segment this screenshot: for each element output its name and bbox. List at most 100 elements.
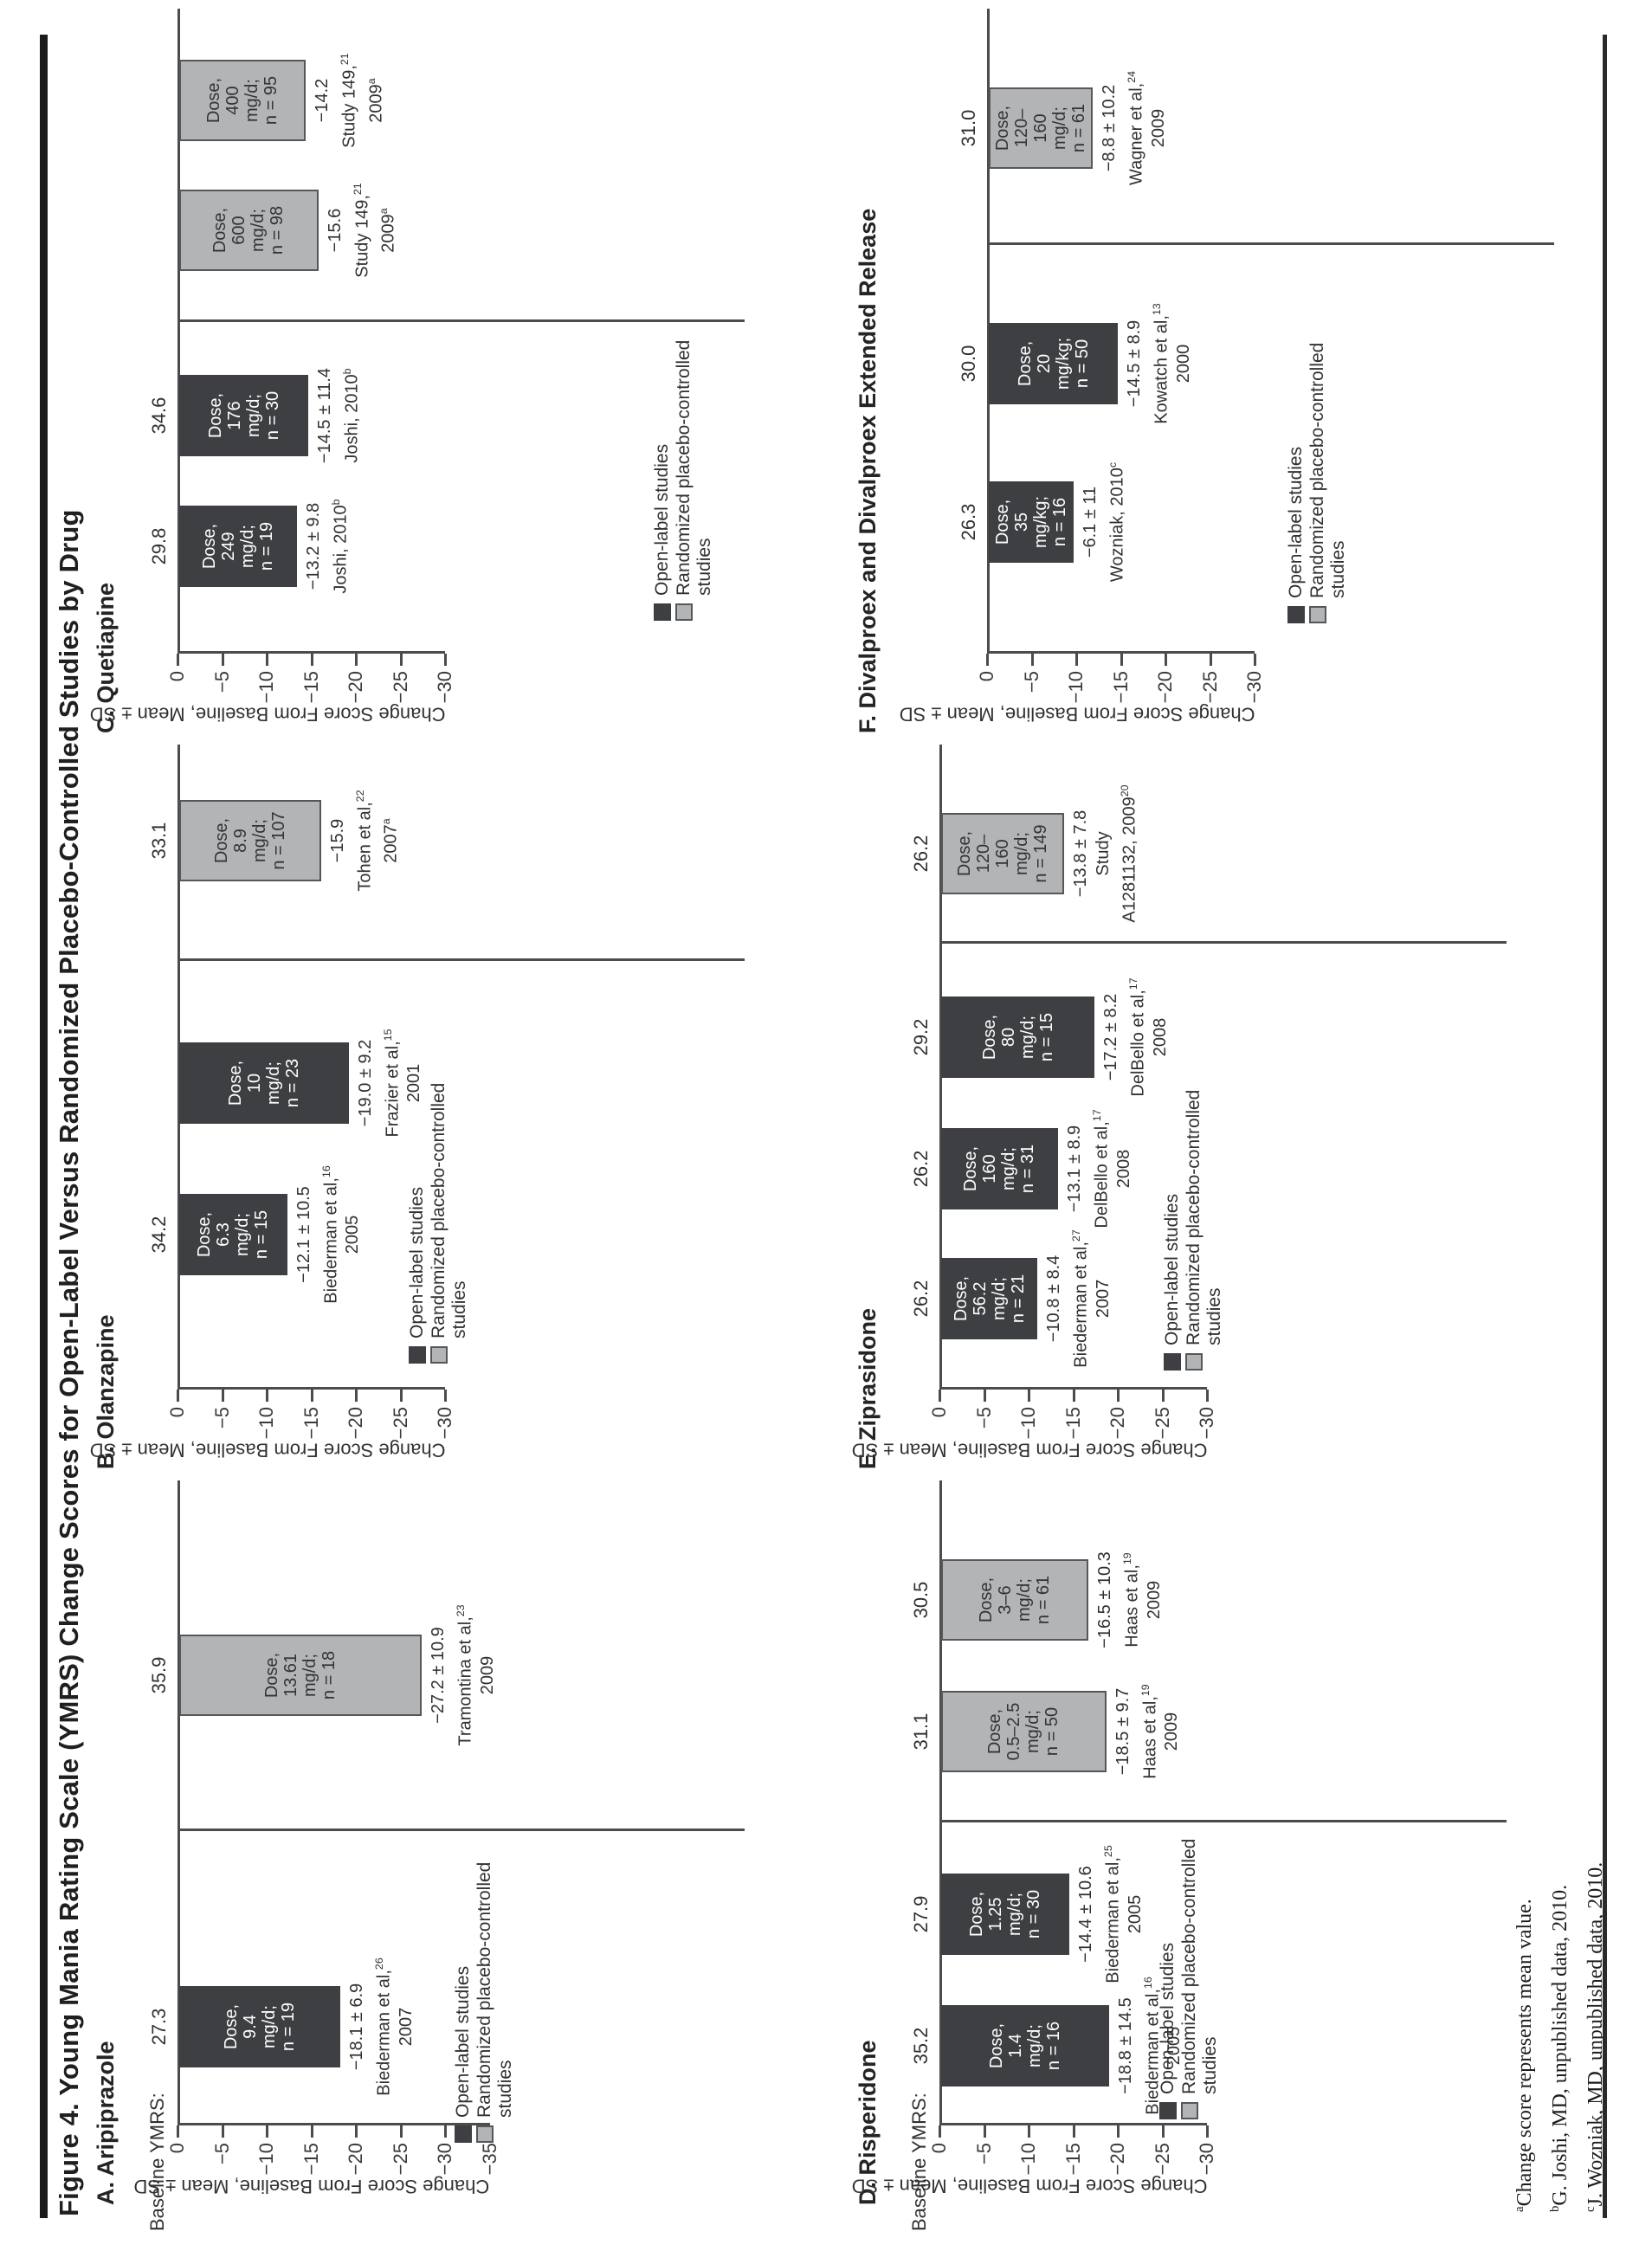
legend-open-label-row: Open-label studies <box>652 340 673 621</box>
bar-annotation: −15.9 Tohen et al,22 2007a <box>327 744 403 938</box>
citation-reference-superscript: 22 <box>353 790 366 803</box>
open-label-swatch-icon <box>1159 2102 1177 2119</box>
panel-D: D. Risperidone Baseline YMRS: 0 −5 −10 −15 −20… <box>851 1476 1615 2231</box>
y-axis-title: Change Score From Baseline, Mean ± SD <box>89 704 445 726</box>
baseline-ymrs-value: 26.2 <box>910 835 932 873</box>
y-axis-tick-mark <box>1028 1390 1030 1402</box>
change-score-value: −8.8 ± 10.2 <box>1100 84 1119 172</box>
legend-open-label-text: Open-label studies <box>1158 1942 1178 2094</box>
randomized-bar: Dose, 8.9 mg/d; n = 107 <box>179 800 321 881</box>
bar-annotation: −14.5 ± 8.9 Kowatch et al,13 2000 <box>1124 267 1195 461</box>
bar-dose-label: Dose, 80 mg/d; n = 15 <box>979 1012 1056 1062</box>
open-label-bar: Dose, 35 mg/kg; n = 16 <box>989 481 1074 563</box>
bar-dose-label: Dose, 249 mg/d; n = 19 <box>199 521 276 571</box>
legend-randomized-text: Randomized placebo-controlled studies <box>429 1082 469 1338</box>
bar-annotation: −18.1 ± 6.9 Biederman et al,26 2007 <box>346 1930 417 2124</box>
citation-reference-superscript: 19 <box>1120 1552 1133 1565</box>
footnote-c-marker: c <box>1584 2206 1597 2212</box>
citation: Kowatch et al,13 2000 <box>1151 303 1193 424</box>
bar-dose-label: Dose, 13.61 mg/d; n = 18 <box>262 1650 339 1700</box>
baseline-ymrs-value: 34.6 <box>148 397 170 435</box>
y-axis-tick-mark <box>399 2125 403 2138</box>
citation: Study 149,21 2009a <box>339 53 386 148</box>
legend-randomized-text: Randomized placebo-controlled studies <box>1179 1838 1220 2094</box>
citation-reference-superscript: 15 <box>381 1029 394 1042</box>
open-label-bar: Dose, 56.2 mg/d; n = 21 <box>941 1258 1038 1339</box>
bar-dose-label: Dose, 120– 160 mg/d; n = 61 <box>993 103 1088 153</box>
legend-E: Open-label studies Randomized placebo-con… <box>1162 1090 1226 1371</box>
legend-open-label-row: Open-label studies <box>1158 1839 1178 2119</box>
legend-randomized-text: Randomized placebo-controlled studies <box>1307 342 1348 598</box>
citation: Joshi, 2010b <box>341 368 362 463</box>
citation: Wagner et al,24 2009 <box>1126 71 1168 185</box>
y-axis-tick-mark <box>939 1390 941 1402</box>
bar-dose-label: Dose, 600 mg/d; n = 98 <box>210 205 287 255</box>
citation-reference-superscript: 16 <box>319 1165 332 1178</box>
legend-open-label-text: Open-label studies <box>407 1186 427 1338</box>
bar-dose-label: Dose, 160 mg/d; n = 31 <box>961 1144 1038 1194</box>
citation: Tohen et al,22 2007a <box>353 790 402 892</box>
y-axis-tick-mark <box>1117 1390 1120 1402</box>
open-label-bar: Dose, 1.4 mg/d; n = 16 <box>941 2005 1109 2087</box>
bar-dose-label: Dose, 56.2 mg/d; n = 21 <box>951 1274 1028 1324</box>
randomized-swatch-icon <box>1309 606 1326 623</box>
legend-randomized-row: Randomized placebo-controlled studies <box>1184 1090 1225 1371</box>
y-axis-tick-mark <box>355 654 358 666</box>
y-axis-tick-mark <box>444 1390 447 1402</box>
baseline-ymrs-value: 30.5 <box>910 1581 932 1619</box>
y-axis-tick-mark <box>221 654 224 666</box>
citation-reference-superscript: 25 <box>1102 1845 1115 1858</box>
change-score-value: −6.1 ± 11 <box>1081 486 1100 558</box>
change-score-value: −17.2 ± 8.2 <box>1101 993 1121 1081</box>
panel-label-F: F. Divalproex and Divalproex Extended Re… <box>855 208 881 733</box>
open-label-bar: Dose, 160 mg/d; n = 31 <box>941 1128 1058 1209</box>
baseline-ymrs-value: 29.8 <box>148 527 170 565</box>
y-axis-tick-mark <box>1028 2125 1030 2138</box>
change-score-value: −13.1 ± 8.9 <box>1064 1125 1084 1213</box>
change-score-value: −14.4 ± 10.6 <box>1076 1866 1096 1963</box>
change-score-value: −18.1 ± 6.9 <box>347 1983 367 2071</box>
citation-reference-superscript: b <box>341 368 354 375</box>
citation-reference-superscript: 20 <box>1119 784 1132 797</box>
baseline-ymrs-value: 27.9 <box>910 1895 932 1933</box>
plot-C: 0 −5 −10 −15 −20 −25 −30 Change Score From Base… <box>89 4 853 740</box>
randomized-bar: Dose, 600 mg/d; n = 98 <box>179 190 319 271</box>
y-axis-tick-mark <box>221 2125 224 2138</box>
citation: Haas et al,19 2009 <box>1120 1552 1164 1648</box>
baseline-ymrs-value: 31.1 <box>910 1712 932 1751</box>
bar-dose-label: Dose, 1.25 mg/d; n = 30 <box>967 1889 1044 1939</box>
y-axis-tick-mark <box>1075 654 1078 666</box>
legend-randomized-row: Randomized placebo-controlled studies <box>474 1862 516 2143</box>
bar-dose-label: Dose, 1.4 mg/d; n = 16 <box>986 2021 1063 2071</box>
y-axis-tick-mark <box>1030 654 1034 666</box>
randomized-bar: Dose, 0.5–2.5 mg/d; n = 50 <box>941 1691 1107 1772</box>
legend-randomized-row: Randomized placebo-controlled studies <box>1307 343 1349 623</box>
legend-randomized-text: Randomized placebo-controlled studies <box>674 339 714 596</box>
change-score-value: −14.5 ± 8.9 <box>1125 319 1145 408</box>
y-axis-tick-mark <box>939 2125 941 2138</box>
open-label-swatch-icon <box>455 2125 472 2143</box>
y-axis-tick-mark <box>1072 2125 1075 2138</box>
change-score-value: −13.8 ± 7.8 <box>1071 809 1091 898</box>
citation: Study A1281132, 200920 <box>1094 784 1139 923</box>
footnote-a-text: Change score represents mean value. <box>1513 1899 1536 2207</box>
y-axis-tick-mark <box>983 1390 986 1402</box>
bar-annotation: −16.5 ± 10.3 Haas et al,19 2009 <box>1094 1503 1165 1697</box>
bar-dose-label: Dose, 400 mg/d; n = 95 <box>204 75 281 126</box>
baseline-ymrs-value: 31.0 <box>958 109 979 147</box>
open-label-bar: Dose, 20 mg/kg; n = 50 <box>989 323 1119 404</box>
plot-D: Baseline YMRS: 0 −5 −10 −15 −20 −25 −30 Change S… <box>851 1476 1615 2231</box>
baseline-ymrs-value: 26.2 <box>910 1150 932 1188</box>
y-axis-tick-mark <box>355 2125 358 2138</box>
y-axis-title: Change Score From Baseline, Mean ± SD <box>133 2176 490 2197</box>
legend-open-label-text: Open-label studies <box>1286 446 1306 598</box>
group-divider-line <box>177 319 745 322</box>
open-label-swatch-icon <box>1287 606 1305 623</box>
open-label-bar: Dose, 249 mg/d; n = 19 <box>179 506 297 587</box>
y-axis-tick-mark <box>221 1390 224 1402</box>
bar-annotation: −14.5 ± 11.4 Joshi, 2010b <box>314 319 364 513</box>
randomized-bar: Dose, 120– 160 mg/d; n = 61 <box>989 87 1093 169</box>
randomized-bar: Dose, 13.61 mg/d; n = 18 <box>179 1635 423 1716</box>
legend-open-label-row: Open-label studies <box>1162 1090 1183 1371</box>
plot-B: 0 −5 −10 −15 −20 −25 −30 Change Score From Base… <box>89 740 853 1476</box>
